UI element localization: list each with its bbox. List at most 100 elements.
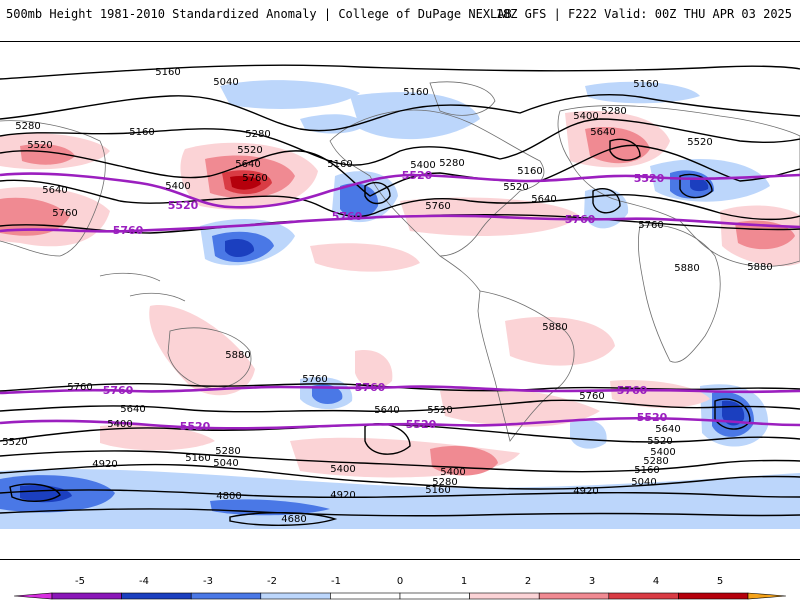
height-label: 5640 [42, 185, 67, 196]
height-label: 5400 [573, 111, 598, 122]
highlight-height-label: 5760 [617, 384, 648, 397]
colorbar-segment [608, 592, 679, 600]
height-label: 4920 [573, 486, 598, 497]
neg-anomaly-area [340, 183, 379, 219]
colorbar-tick-label: 1 [461, 576, 467, 587]
highlight-height-label: 5760 [103, 384, 134, 397]
purple-contour-5760-south [0, 385, 800, 395]
pos-anomaly-area [149, 305, 255, 396]
height-label: 5880 [225, 350, 250, 361]
height-label: 4920 [330, 490, 355, 501]
map-panel[interactable]: 5160 5040 5160 5160 5280 5160 5280 5520 5520 5640… [0, 41, 800, 560]
neg-anomaly-core [690, 178, 709, 192]
neg-anomaly-area [220, 80, 360, 109]
pos-anomaly-area [440, 388, 600, 427]
pos-anomaly-mid [735, 220, 795, 250]
height-label: 5760 [52, 208, 77, 219]
height-label: 5400 [107, 419, 132, 430]
neg-anomaly-area [350, 92, 480, 140]
height-label: 4800 [216, 491, 241, 502]
height-label: 5280 [643, 456, 668, 467]
map-title: 500mb Height 1981-2010 Standardized Anom… [6, 7, 512, 21]
highlight-height-label: 5520 [180, 420, 211, 433]
colorbar-tick-label: -2 [267, 576, 277, 587]
colorbar-segment [330, 592, 401, 600]
colorbar-segment [190, 592, 262, 600]
closed-low [679, 173, 713, 199]
height-label: 5760 [67, 382, 92, 393]
header-bar: 500mb Height 1981-2010 Standardized Anom… [0, 0, 800, 32]
east-asia-outline [0, 120, 106, 257]
neg-anomaly-area [0, 468, 800, 529]
anomaly-shading [0, 80, 800, 529]
neg-anomaly-area [300, 114, 365, 134]
north-america-outline [329, 109, 545, 257]
contour-5640 [0, 179, 800, 221]
coastlines [0, 81, 800, 442]
height-label: 5520 [503, 182, 528, 193]
height-label: 5160 [425, 485, 450, 496]
contour-5520 [0, 144, 800, 197]
colorbar-segment [538, 592, 610, 600]
height-label: 5160 [633, 79, 658, 90]
highlight-height-label: 5520 [168, 199, 199, 212]
contour-5400-south [0, 450, 800, 473]
pos-anomaly-area [505, 316, 615, 366]
height-label: 5160 [129, 127, 154, 138]
closed-low [714, 398, 751, 430]
highlight-height-label: 5760 [113, 224, 144, 237]
height-label: 5640 [531, 194, 556, 205]
neg-anomaly-area [312, 384, 343, 405]
colorbar-tick-label: -3 [203, 576, 213, 587]
height-label: 4680 [281, 514, 306, 525]
height-label: 5520 [237, 145, 262, 156]
height-label: 5400 [330, 464, 355, 475]
neg-anomaly-core [225, 239, 255, 257]
height-label: 5280 [15, 121, 40, 132]
colorbar-segment [121, 592, 192, 600]
height-label: 5760 [302, 374, 327, 385]
neg-anomaly-core [20, 485, 72, 503]
height-label: 4920 [92, 459, 117, 470]
contour-5160-north [0, 64, 800, 80]
colorbar-tick-label: -5 [75, 576, 85, 587]
colorbar-segment [469, 592, 540, 600]
colorbar-tick-label: 0 [397, 576, 403, 587]
contour-5160-south [0, 463, 800, 490]
closed-low [592, 188, 621, 214]
colorbar-tick-label: -4 [139, 576, 149, 587]
pos-anomaly-area [355, 350, 393, 388]
pos-anomaly-core [230, 175, 261, 190]
height-label: 5160 [403, 87, 428, 98]
highlight-height-label: 5520 [406, 418, 437, 431]
height-label: 5400 [650, 447, 675, 458]
height-label: 5400 [440, 467, 465, 478]
height-label: 5760 [242, 173, 267, 184]
height-label: 5640 [374, 405, 399, 416]
height-label: 5520 [427, 405, 452, 416]
pos-anomaly-mid [585, 127, 650, 164]
closed-low [364, 181, 391, 205]
height-label: 5760 [638, 220, 663, 231]
highlight-height-label: 5520 [637, 411, 668, 424]
contour-4800 [0, 508, 800, 517]
australia-outline [167, 327, 252, 390]
height-label: 5160 [634, 465, 659, 476]
pos-anomaly-area [610, 380, 710, 408]
colorbar-segment [678, 592, 749, 600]
colorbar-tick-label: 5 [717, 576, 723, 587]
neg-anomaly-area [585, 81, 700, 104]
height-label: 5280 [432, 477, 457, 488]
highlight-height-label: 5760 [355, 381, 386, 394]
central-america-outline [439, 255, 481, 292]
contour-4920 [0, 489, 800, 499]
height-label: 5640 [235, 159, 260, 170]
contour-5760-south [0, 382, 800, 392]
pos-anomaly-area [310, 243, 420, 272]
height-label: 5520 [647, 436, 672, 447]
colorbar-segment [399, 592, 470, 600]
pos-anomaly-area [100, 424, 215, 451]
colorbar-min-arrow [13, 592, 53, 600]
height-label: 5640 [655, 424, 680, 435]
